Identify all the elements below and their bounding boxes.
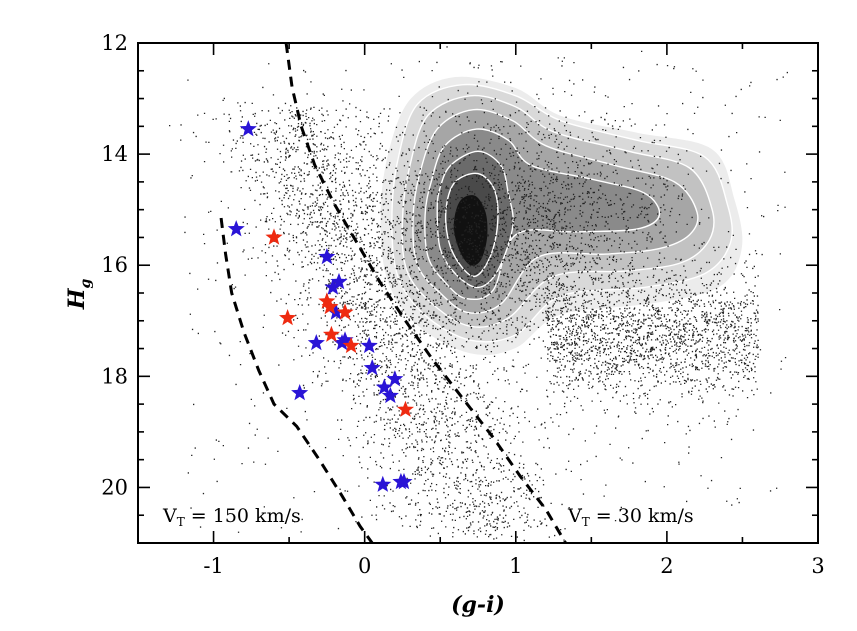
blue-star-point	[360, 336, 378, 354]
curve-vt-30	[284, 42, 567, 544]
x-tick-label: 2	[660, 554, 673, 578]
annotation-vt-150: VT = 150 km/s	[162, 505, 301, 529]
axis-ticks	[137, 42, 819, 544]
blue-star-point	[381, 386, 399, 404]
blue-star-point	[336, 331, 354, 348]
y-tick-label: 14	[101, 142, 128, 166]
annotation-vt-30-sub: T	[582, 515, 590, 529]
y-tick-label: 18	[101, 364, 128, 388]
blue-star-point	[291, 384, 309, 401]
blue-star-point	[307, 334, 325, 351]
annotation-vt-150-sub: T	[177, 515, 185, 529]
red-star-point	[342, 336, 360, 354]
x-tick-label: -1	[203, 554, 223, 578]
blue-star-point	[324, 278, 342, 295]
red-star-point	[279, 309, 297, 326]
y-axis-title-main: H	[64, 287, 90, 310]
red-star-point	[318, 292, 336, 309]
point-cloud-dots	[169, 46, 788, 542]
y-tick-label: 12	[101, 31, 128, 55]
blue-star-point	[395, 472, 413, 490]
blue-star-point	[330, 272, 348, 290]
blue-star-point	[374, 475, 392, 492]
red-star-point	[322, 325, 340, 342]
background-point-cloud	[169, 46, 788, 542]
y-tick-label: 16	[101, 253, 128, 277]
blue-star-point	[333, 334, 351, 351]
x-tick-label: 1	[509, 554, 522, 578]
density-contours	[379, 75, 744, 357]
y-axis-title-sub: g	[78, 279, 94, 289]
y-tick-label: 20	[101, 475, 128, 499]
red-star-point	[321, 297, 339, 315]
blue-star-point	[318, 247, 336, 265]
x-tick-label: 3	[811, 554, 824, 578]
red-star-point	[396, 400, 414, 417]
y-tick-labels: 12 14 16 18 20	[101, 31, 128, 499]
blue-star-point	[327, 303, 345, 320]
annotation-vt-30-rest: = 30 km/s	[590, 505, 694, 527]
reference-curves	[219, 42, 567, 544]
blue-star-point	[363, 359, 381, 376]
blue-star-point	[375, 378, 393, 395]
curve-vt-150	[219, 217, 374, 544]
blue-star-point	[227, 220, 245, 237]
blue-star-point	[386, 370, 404, 387]
annotation-vt-150-rest: = 150 km/s	[185, 505, 301, 527]
blue-star-point	[239, 120, 257, 137]
y-axis-title: Hg	[64, 279, 94, 311]
x-tick-label: 0	[358, 554, 371, 578]
x-tick-labels: -1 0 1 2 3	[203, 554, 824, 578]
star-markers	[227, 120, 414, 492]
annotation-vt-30: VT = 30 km/s	[567, 505, 694, 529]
annotation-vt-30-main: V	[567, 505, 582, 527]
red-star-point	[265, 228, 283, 245]
red-star-point	[336, 303, 354, 320]
annotation-vt-150-main: V	[162, 505, 177, 527]
x-axis-title: (g-i)	[451, 592, 505, 618]
